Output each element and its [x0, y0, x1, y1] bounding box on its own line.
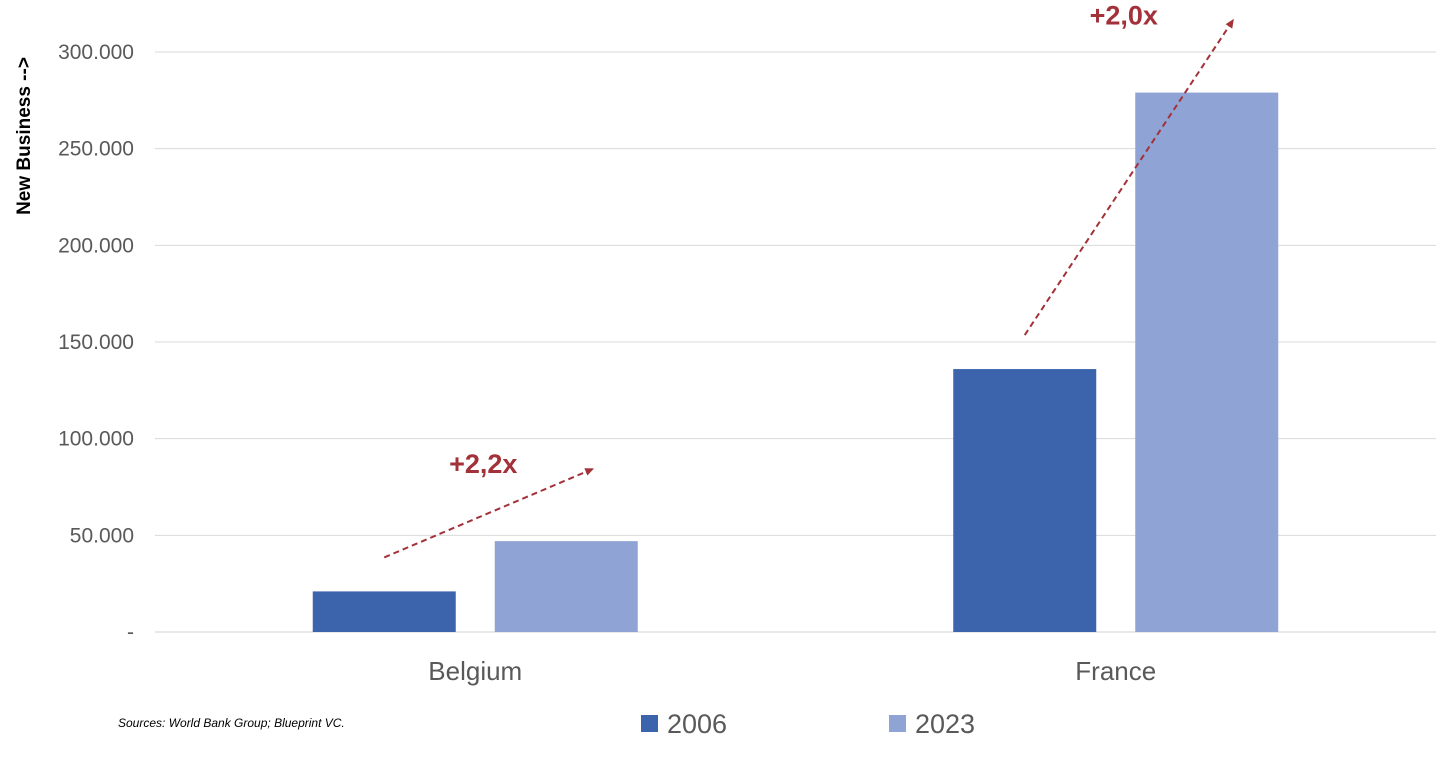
- x-tick-label-france: France: [1075, 656, 1156, 686]
- legend-label-2023: 2023: [915, 709, 975, 739]
- bar-belgium-2006: [312, 591, 456, 632]
- legend-swatch-2006: [641, 715, 658, 732]
- growth-arrow-france: [1023, 18, 1234, 336]
- y-tick-label: 50.000: [70, 524, 134, 547]
- legend: 2006 2023: [641, 709, 975, 739]
- bar-france-2023: [1135, 92, 1279, 633]
- annotations: +2,2x +2,0x: [383, 1, 1234, 559]
- y-tick-label: 300.000: [58, 41, 134, 64]
- y-tick-label: 150.000: [58, 331, 134, 354]
- y-tick-label: -: [127, 621, 134, 644]
- y-tick-label: 250.000: [58, 138, 134, 161]
- y-axis-ticks: - 50.000 100.000 150.000 200.000 250.000 300.0…: [58, 41, 134, 644]
- x-axis-ticks: Belgium France: [428, 656, 1156, 686]
- growth-label-belgium: +2,2x: [449, 449, 517, 479]
- legend-swatch-2023: [889, 715, 906, 732]
- y-tick-label: 200.000: [58, 234, 134, 257]
- bar-belgium-2023: [494, 541, 638, 632]
- x-tick-label-belgium: Belgium: [428, 656, 522, 686]
- source-note: Sources: World Bank Group; Blueprint VC.: [118, 716, 345, 730]
- growth-label-france: +2,0x: [1090, 1, 1158, 31]
- bars: [312, 92, 1279, 633]
- gridlines: [155, 51, 1436, 633]
- bar-france-2006: [953, 369, 1097, 632]
- y-tick-label: 100.000: [58, 428, 134, 451]
- legend-label-2006: 2006: [667, 709, 727, 739]
- growth-arrow-belgium: [383, 468, 595, 559]
- y-axis-label: New Business -->: [14, 57, 35, 215]
